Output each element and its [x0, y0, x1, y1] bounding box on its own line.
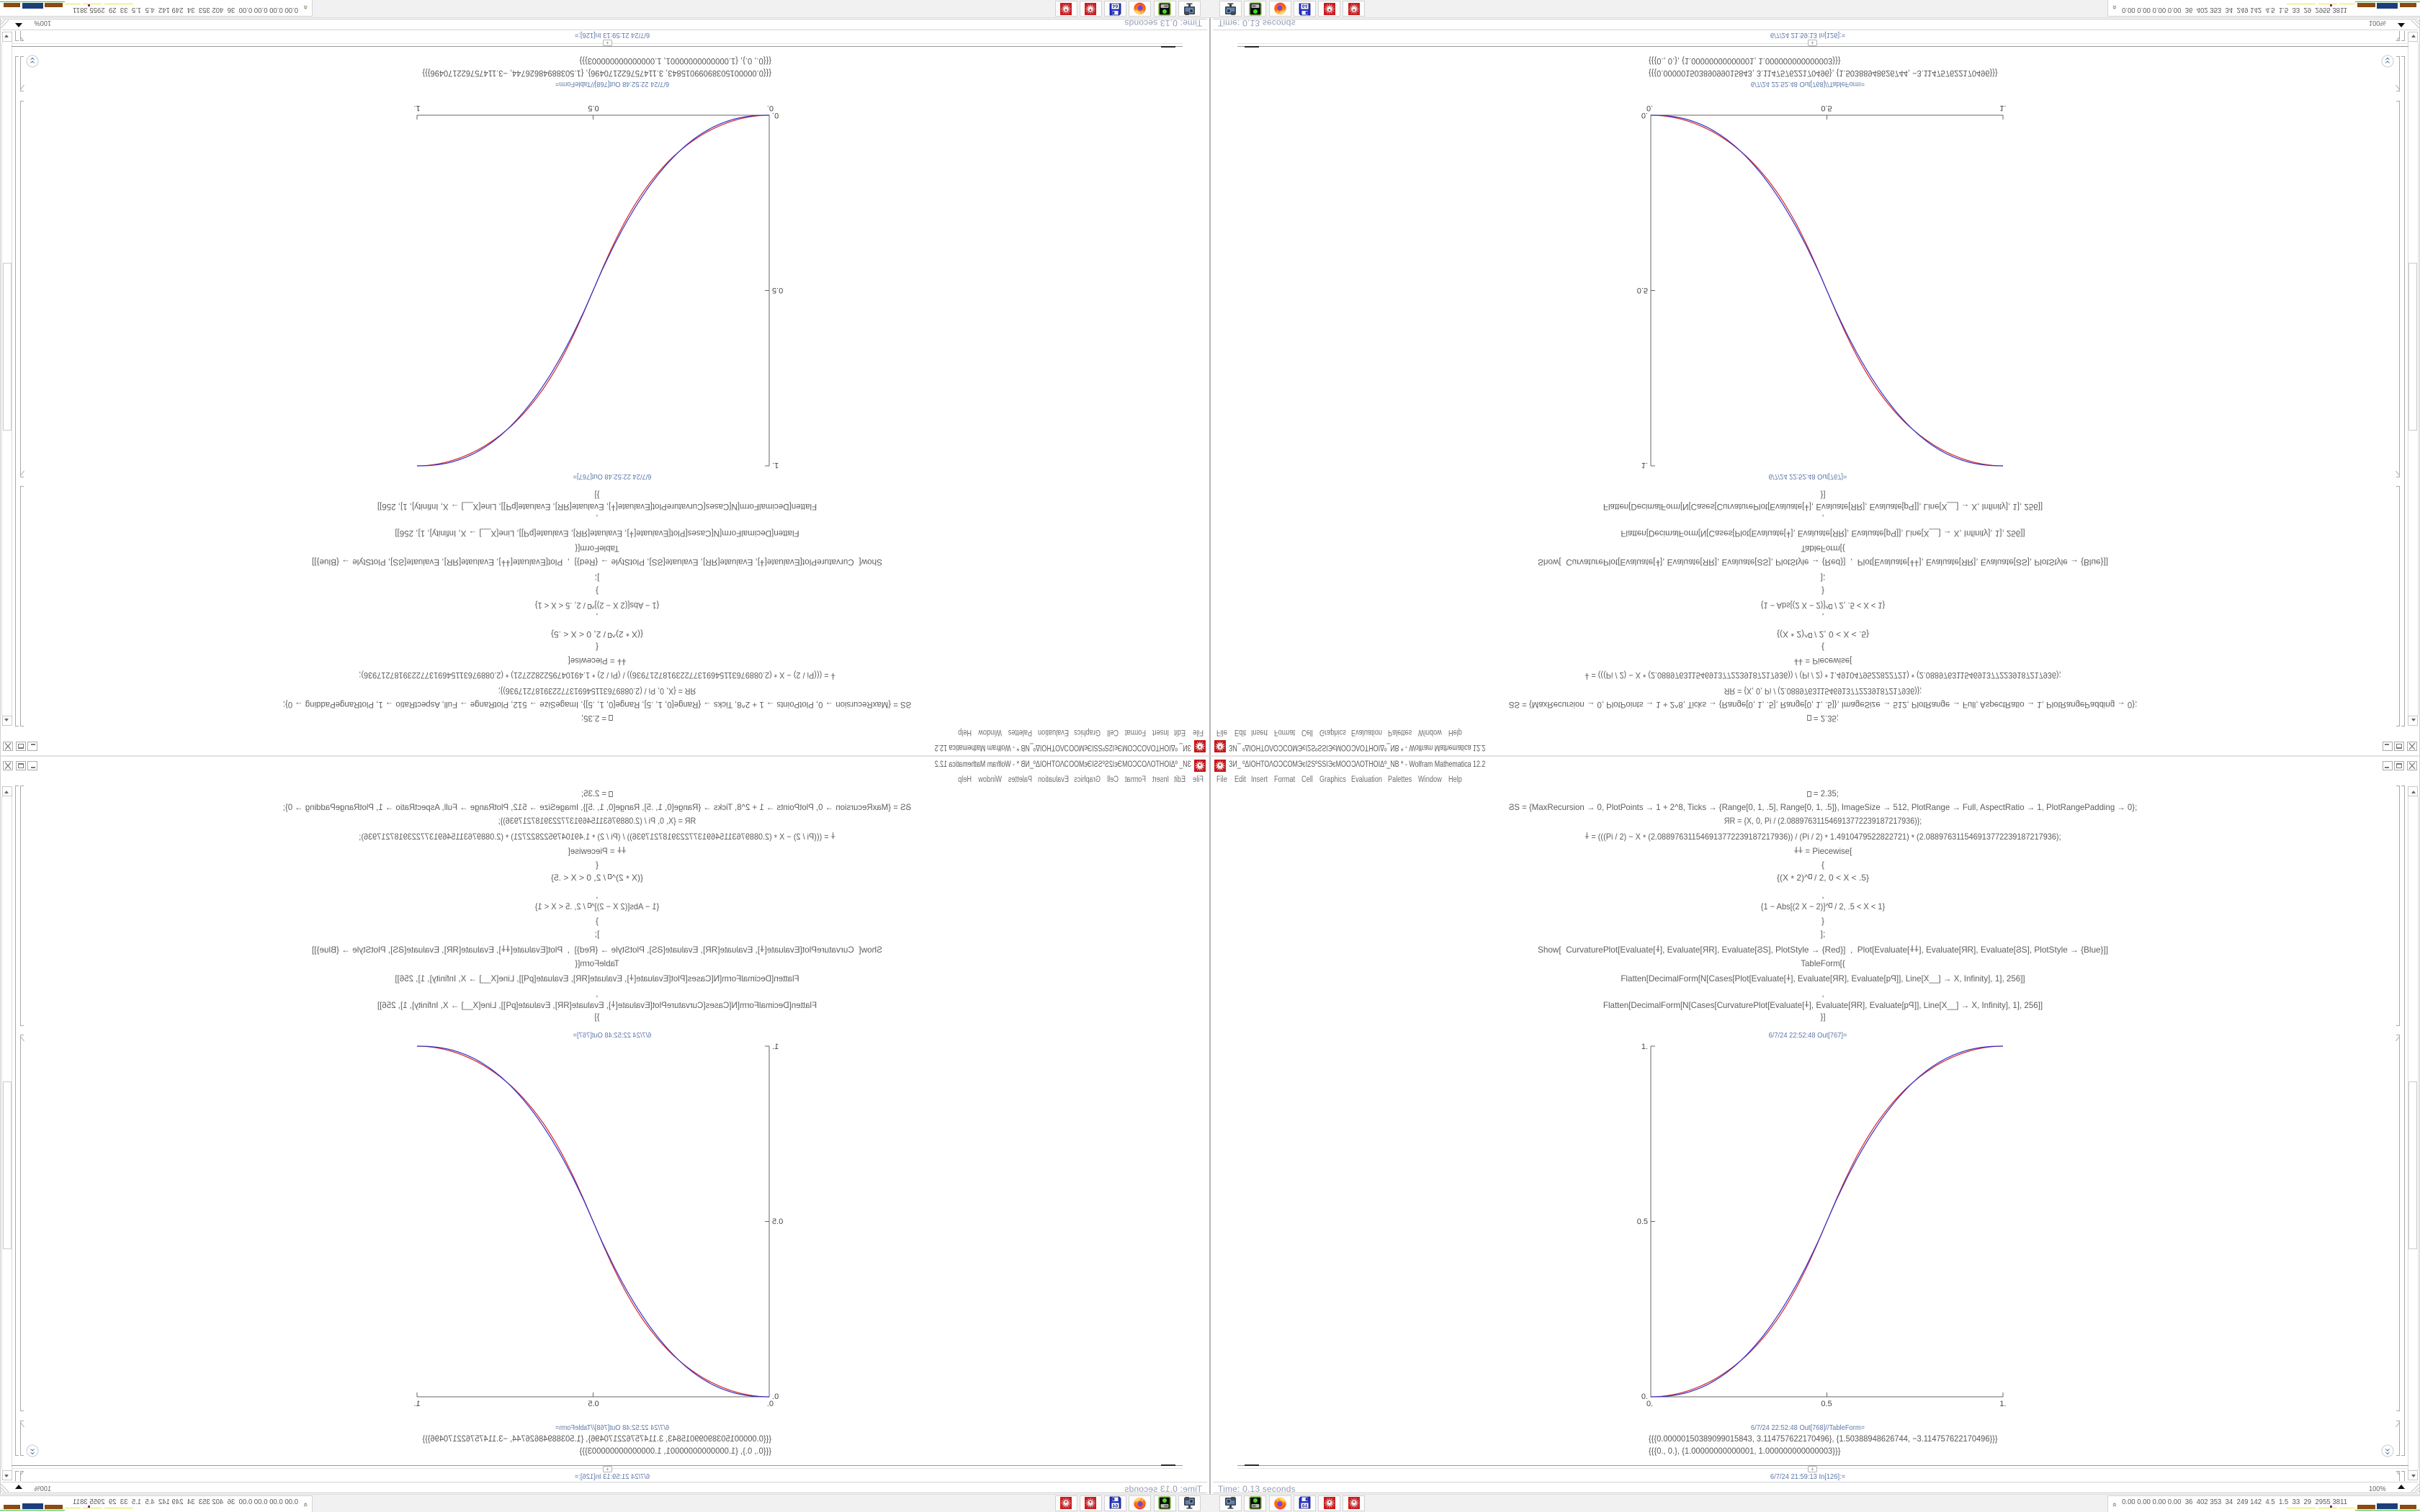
svg-text:1.: 1.	[413, 104, 420, 112]
svg-text:0.5: 0.5	[1821, 1400, 1832, 1408]
svg-text:0.5: 0.5	[588, 104, 599, 112]
svg-text:0.: 0.	[772, 1392, 779, 1401]
svg-text:64: 64	[1113, 4, 1119, 9]
svg-text:0.: 0.	[767, 1400, 774, 1408]
svg-text:1.: 1.	[772, 1043, 779, 1051]
svg-text:1.: 1.	[413, 1400, 420, 1408]
svg-text:0.5: 0.5	[1821, 104, 1832, 112]
svg-text:0.5: 0.5	[772, 286, 783, 294]
svg-text:0.5: 0.5	[772, 1218, 783, 1226]
svg-text:64: 64	[1302, 4, 1308, 9]
svg-text:0.: 0.	[1646, 1400, 1653, 1408]
svg-text:1.: 1.	[1999, 1400, 2006, 1408]
svg-text:0.5: 0.5	[1637, 1218, 1648, 1226]
svg-text:64: 64	[1302, 1503, 1308, 1508]
svg-text:0.: 0.	[1641, 111, 1648, 120]
svg-text:1.: 1.	[1999, 104, 2006, 112]
svg-text:1.: 1.	[772, 461, 779, 469]
svg-text:0.: 0.	[1646, 104, 1653, 112]
svg-text:0.: 0.	[772, 111, 779, 120]
svg-text:1.: 1.	[1641, 461, 1648, 469]
svg-text:0.: 0.	[767, 104, 774, 112]
svg-text:0.5: 0.5	[1637, 286, 1648, 294]
svg-text:1.: 1.	[1641, 1043, 1648, 1051]
svg-text:64: 64	[1113, 1503, 1119, 1508]
svg-text:0.: 0.	[1641, 1392, 1648, 1401]
svg-text:0.5: 0.5	[588, 1400, 599, 1408]
